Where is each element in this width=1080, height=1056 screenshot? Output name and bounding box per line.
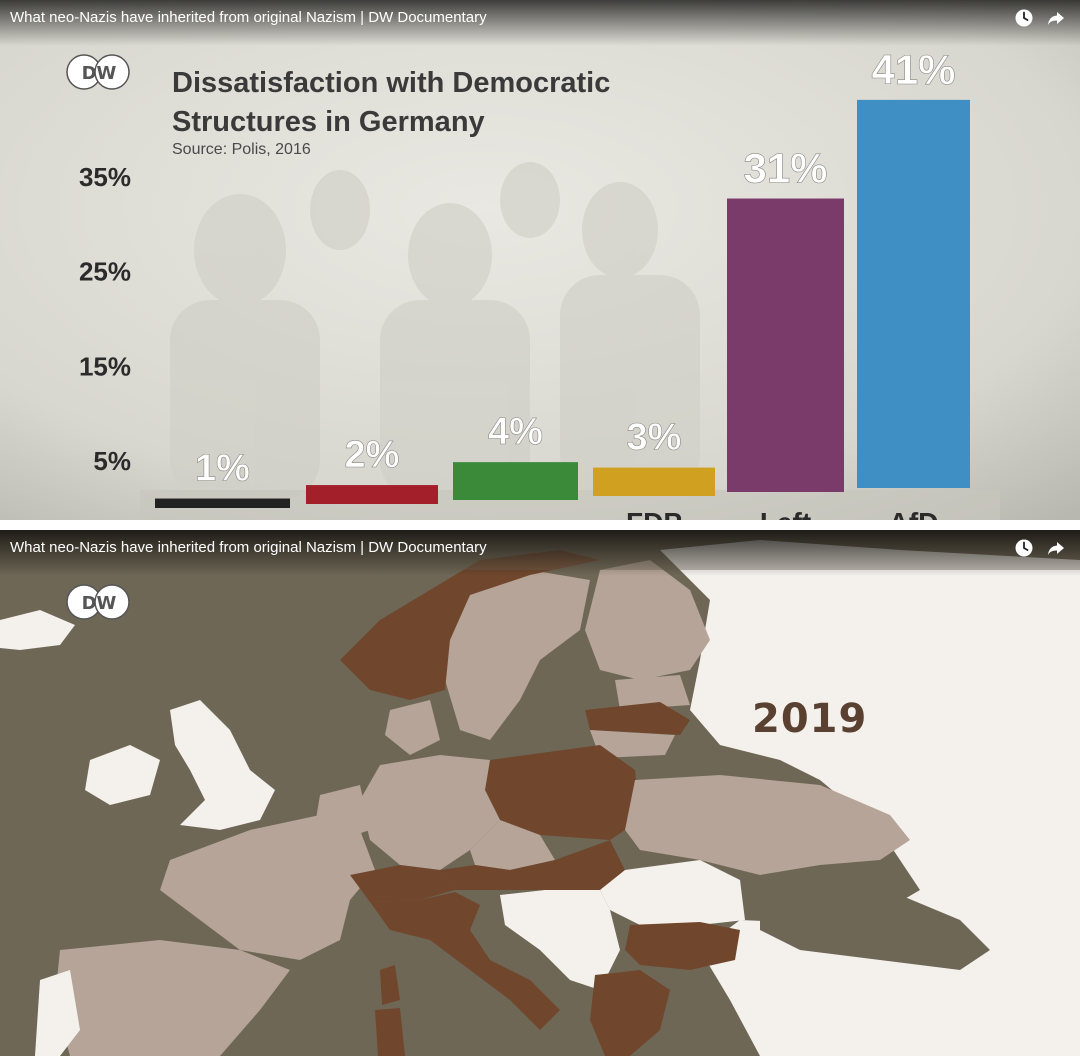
dw-logo: DW	[66, 52, 132, 97]
y-tick-label-3: 35%	[79, 162, 131, 192]
region-ireland	[85, 745, 160, 805]
svg-text:DW: DW	[82, 63, 117, 84]
video-title-2[interactable]: What neo-Nazis have inherited from origi…	[10, 539, 487, 556]
region-balkans	[500, 890, 620, 990]
map-year-label: 2019	[752, 696, 868, 742]
category-label-5: AfD	[889, 507, 939, 520]
region-central	[470, 820, 555, 870]
region-romania	[600, 860, 745, 925]
bar-5	[857, 99, 970, 488]
svg-text:DW: DW	[82, 593, 117, 614]
europe-map	[0, 530, 1080, 1056]
region-poland	[485, 745, 640, 840]
region-uk	[170, 700, 275, 830]
bar-value-label-3: 3%	[627, 417, 682, 459]
category-label-3: FDP	[626, 507, 682, 520]
share-icon[interactable]	[1046, 538, 1066, 558]
video-title[interactable]: What neo-Nazis have inherited from origi…	[10, 9, 487, 26]
bar-value-label-5: 41%	[871, 46, 955, 93]
region-ukraine	[625, 775, 910, 875]
region-norway	[340, 550, 600, 700]
region-germany	[360, 755, 500, 870]
region-baltics-north	[615, 675, 690, 710]
region-denmark	[385, 700, 440, 755]
chart-source: Source: Polis, 2016	[172, 141, 311, 158]
video-frame-map[interactable]: DW 2019 What neo-Nazis have inherited fr…	[0, 530, 1080, 1056]
bar-1	[306, 485, 438, 504]
video-title-bar-2: What neo-Nazis have inherited from origi…	[0, 530, 1080, 576]
region-central-south	[440, 840, 625, 890]
region-switzerland	[350, 865, 455, 902]
y-tick-label-0: 5%	[93, 446, 131, 476]
dw-logo-map: DW	[66, 582, 132, 627]
video-title-bar: What neo-Nazis have inherited from origi…	[0, 0, 1080, 46]
region-greece	[590, 970, 670, 1056]
bar-3	[593, 467, 715, 496]
region-corsica	[380, 965, 400, 1005]
bar-chart: 5% 15% 25% 35% 1% 2% 4% 3% FDP 31% Left 41% AfD	[79, 46, 970, 520]
y-tick-label-2: 25%	[79, 257, 131, 287]
region-finland	[585, 560, 710, 680]
chart-title: Dissatisfaction with Democratic Structur…	[172, 64, 692, 142]
bar-4	[727, 198, 844, 493]
bar-value-label-0: 1%	[195, 448, 250, 490]
region-italy	[370, 892, 560, 1030]
share-icon[interactable]	[1046, 8, 1066, 28]
clock-icon[interactable]	[1014, 8, 1034, 28]
region-latvia	[585, 702, 690, 735]
black-sea	[760, 875, 990, 970]
region-france	[160, 815, 375, 960]
region-sweden	[445, 570, 590, 740]
bar-0	[155, 498, 290, 508]
region-spain	[55, 940, 290, 1056]
chart-title-line1: Dissatisfaction with Democratic	[172, 67, 611, 99]
region-lithuania	[590, 730, 675, 758]
chart-title-line2: Structures in Germany	[172, 106, 485, 138]
bar-value-label-2: 4%	[488, 411, 543, 453]
region-iceland	[0, 610, 75, 650]
video-frame-chart[interactable]: 5% 15% 25% 35% 1% 2% 4% 3% FDP 31% Left 41% AfD DW D…	[0, 0, 1080, 520]
bar-value-label-1: 2%	[345, 434, 400, 476]
y-tick-label-1: 15%	[79, 351, 131, 381]
region-sardinia	[375, 1008, 405, 1056]
region-bulgaria	[625, 922, 740, 970]
bar-value-label-4: 31%	[743, 145, 827, 192]
category-label-4: Left	[760, 507, 811, 520]
bar-2	[453, 462, 578, 500]
clock-icon[interactable]	[1014, 538, 1034, 558]
region-portugal	[35, 970, 80, 1056]
